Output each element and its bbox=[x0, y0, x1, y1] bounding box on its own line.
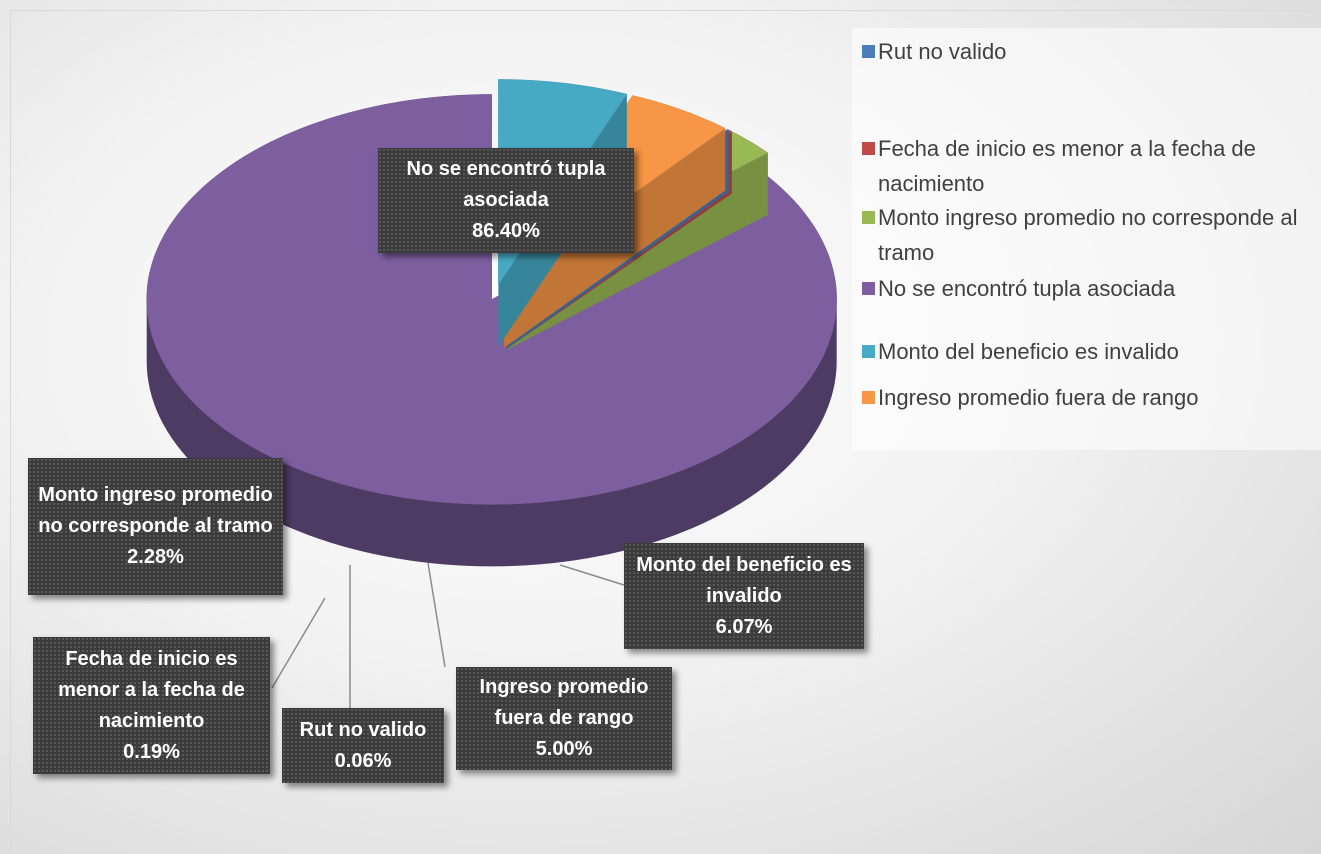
data-label-name: Monto del beneficio es invalido bbox=[636, 553, 852, 607]
chart-frame bbox=[10, 10, 1320, 853]
legend-swatch bbox=[862, 282, 875, 295]
legend-swatch bbox=[862, 142, 875, 155]
slice-side bbox=[146, 299, 837, 567]
legend-swatch bbox=[862, 211, 875, 224]
data-label-value: 6.07% bbox=[715, 615, 773, 638]
legend-label: Fecha de inicio es menor a la fecha de n… bbox=[878, 136, 1256, 196]
legend: Rut no valido Fecha de inicio es menor a … bbox=[852, 28, 1321, 450]
data-label-value: 5.00% bbox=[535, 738, 593, 760]
data-label: Monto del beneficio es invalido 6.07% bbox=[624, 543, 864, 649]
legend-entry: Rut no valido bbox=[862, 34, 1317, 69]
data-label-name: Monto ingreso promedio no corresponde al… bbox=[38, 484, 273, 537]
data-label-value: 86.40% bbox=[472, 220, 540, 242]
leader-line bbox=[559, 564, 625, 586]
legend-swatch bbox=[862, 45, 875, 58]
legend-entry: Monto ingreso promedio no corresponde al… bbox=[862, 200, 1317, 270]
data-label-name: Rut no valido bbox=[299, 718, 427, 741]
legend-entry: No se encontró tupla asociada bbox=[862, 271, 1317, 306]
data-label: Ingreso promedio fuera de rango 5.00% bbox=[456, 667, 672, 770]
legend-label: Rut no valido bbox=[878, 39, 1007, 64]
data-label-name: Ingreso promedio fuera de rango bbox=[479, 676, 649, 729]
legend-label: Monto ingreso promedio no corresponde al… bbox=[878, 205, 1298, 265]
data-label-value: 2.28% bbox=[127, 546, 184, 568]
data-label: Fecha de inicio es menor a la fecha de n… bbox=[33, 637, 270, 774]
slice-top bbox=[146, 94, 837, 505]
data-label: Rut no valido 0.06% bbox=[282, 708, 444, 783]
leader-line bbox=[427, 562, 446, 668]
leader-line bbox=[271, 597, 326, 689]
data-label-value: 0.19% bbox=[123, 740, 180, 763]
legend-swatch bbox=[862, 345, 875, 358]
legend-label: Monto del beneficio es invalido bbox=[878, 339, 1179, 364]
slice bbox=[146, 94, 837, 567]
data-label-value: 0.06% bbox=[334, 749, 392, 772]
legend-label: Ingreso promedio fuera de rango bbox=[878, 385, 1199, 410]
data-label: Monto ingreso promedio no corresponde al… bbox=[28, 458, 283, 595]
legend-entry: Fecha de inicio es menor a la fecha de n… bbox=[862, 131, 1317, 201]
legend-entry: Ingreso promedio fuera de rango bbox=[862, 380, 1317, 415]
legend-label: No se encontró tupla asociada bbox=[878, 276, 1176, 301]
legend-swatch bbox=[862, 391, 875, 404]
legend-entry: Monto del beneficio es invalido bbox=[862, 334, 1317, 369]
data-label-name: Fecha de inicio es menor a la fecha de n… bbox=[58, 647, 245, 732]
data-label-name: No se encontró tupla asociada bbox=[406, 158, 606, 211]
data-label: No se encontró tupla asociada 86.40% bbox=[378, 148, 634, 253]
